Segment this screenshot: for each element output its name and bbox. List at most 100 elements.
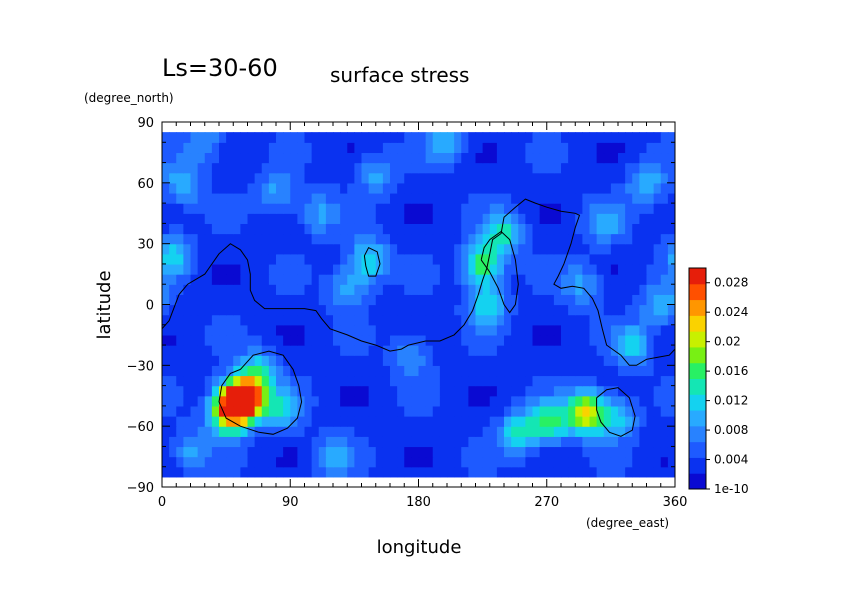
- heatmap-cell: [653, 456, 662, 468]
- heatmap-cell: [325, 395, 334, 407]
- heatmap-cell: [568, 314, 576, 326]
- heatmap-cell: [546, 395, 555, 407]
- heatmap-cell: [568, 142, 576, 154]
- heatmap-cell: [240, 182, 249, 194]
- heatmap-cell: [368, 132, 377, 143]
- heatmap-cell: [183, 446, 192, 458]
- heatmap-cell: [532, 436, 541, 448]
- heatmap-cell: [375, 142, 384, 154]
- heatmap-cell: [504, 274, 512, 285]
- heatmap-cell: [625, 304, 633, 316]
- heatmap-cell: [439, 263, 448, 275]
- heatmap-cell: [240, 162, 249, 174]
- heatmap-cell: [176, 274, 184, 285]
- heatmap-cell: [204, 274, 213, 285]
- heatmap-cell: [511, 416, 519, 427]
- heatmap-cell: [418, 456, 427, 468]
- heatmap-cell: [290, 355, 298, 366]
- heatmap-cell: [375, 253, 384, 265]
- heatmap-cell: [568, 223, 576, 235]
- heatmap-cell: [575, 446, 583, 458]
- colorbar-tick-label: 0.024: [714, 305, 748, 319]
- heatmap-cell: [553, 355, 562, 366]
- heatmap-cell: [304, 213, 313, 224]
- heatmap-cell: [204, 152, 213, 164]
- heatmap-cell: [304, 182, 313, 194]
- heatmap-cell: [361, 365, 370, 377]
- heatmap-cell: [169, 172, 177, 184]
- heatmap-cell: [183, 203, 192, 214]
- colorbar-tick-label: 0.012: [714, 394, 748, 408]
- heatmap-cell: [539, 446, 548, 458]
- heatmap-cell: [382, 192, 391, 204]
- heatmap-cell: [489, 192, 498, 204]
- heatmap-cell: [261, 162, 270, 174]
- heatmap-cell: [247, 284, 256, 295]
- heatmap-cell: [603, 304, 612, 316]
- heatmap-cell: [240, 436, 249, 448]
- heatmap-cell: [625, 172, 633, 184]
- heatmap-cell: [447, 182, 455, 194]
- heatmap-cell: [397, 284, 405, 295]
- heatmap-cell: [646, 416, 655, 427]
- heatmap-cell: [276, 263, 284, 275]
- heatmap-cell: [475, 385, 484, 397]
- heatmap-cell: [311, 385, 320, 397]
- heatmap-cell: [468, 345, 477, 356]
- heatmap-cell: [411, 213, 420, 224]
- heatmap-cell: [575, 182, 583, 194]
- heatmap-cell: [254, 405, 263, 417]
- heatmap-cell: [261, 466, 270, 478]
- heatmap-cell: [183, 233, 192, 245]
- heatmap-cell: [660, 385, 669, 397]
- heatmap-cell: [354, 314, 363, 326]
- heatmap-cell: [496, 132, 505, 143]
- heatmap-cell: [425, 172, 434, 184]
- heatmap-cell: [518, 446, 526, 458]
- heatmap-cell: [589, 304, 598, 316]
- heatmap-cell: [211, 132, 220, 143]
- heatmap-cell: [375, 466, 384, 478]
- heatmap-cell: [546, 233, 555, 245]
- heatmap-cell: [553, 334, 562, 346]
- heatmap-cell: [211, 274, 220, 285]
- heatmap-cell: [318, 416, 327, 427]
- heatmap-cell: [596, 304, 605, 316]
- heatmap-cell: [233, 405, 241, 417]
- heatmap-cell: [297, 466, 306, 478]
- heatmap-cell: [596, 192, 605, 204]
- heatmap-cell: [532, 152, 541, 164]
- heatmap-cell: [553, 466, 562, 478]
- heatmap-cell: [404, 416, 412, 427]
- heatmap-cell: [204, 213, 213, 224]
- heatmap-cell: [539, 304, 548, 316]
- heatmap-cell: [525, 446, 534, 458]
- heatmap-cell: [418, 385, 427, 397]
- heatmap-cell: [425, 385, 434, 397]
- heatmap-cell: [375, 405, 384, 417]
- heatmap-cell: [276, 324, 284, 336]
- heatmap-cell: [511, 355, 519, 366]
- heatmap-cell: [347, 284, 355, 295]
- heatmap-cell: [311, 314, 320, 326]
- heatmap-cell: [162, 324, 170, 336]
- heatmap-cell: [390, 426, 398, 437]
- heatmap-cell: [333, 152, 341, 164]
- heatmap-cell: [211, 284, 220, 295]
- heatmap-cell: [504, 466, 512, 478]
- heatmap-cell: [504, 294, 512, 306]
- heatmap-cell: [489, 385, 498, 397]
- heatmap-cell: [276, 375, 284, 387]
- heatmap-cell: [197, 456, 206, 468]
- heatmap-cell: [183, 223, 192, 235]
- heatmap-cell: [447, 263, 455, 275]
- heatmap-cell: [632, 142, 640, 154]
- heatmap-cell: [625, 233, 633, 245]
- heatmap-cell: [268, 405, 277, 417]
- heatmap-cell: [254, 324, 263, 336]
- heatmap-cell: [261, 395, 270, 407]
- heatmap-cell: [610, 192, 619, 204]
- heatmap-cell: [361, 132, 370, 143]
- heatmap-cell: [254, 314, 263, 326]
- heatmap-cell: [489, 446, 498, 458]
